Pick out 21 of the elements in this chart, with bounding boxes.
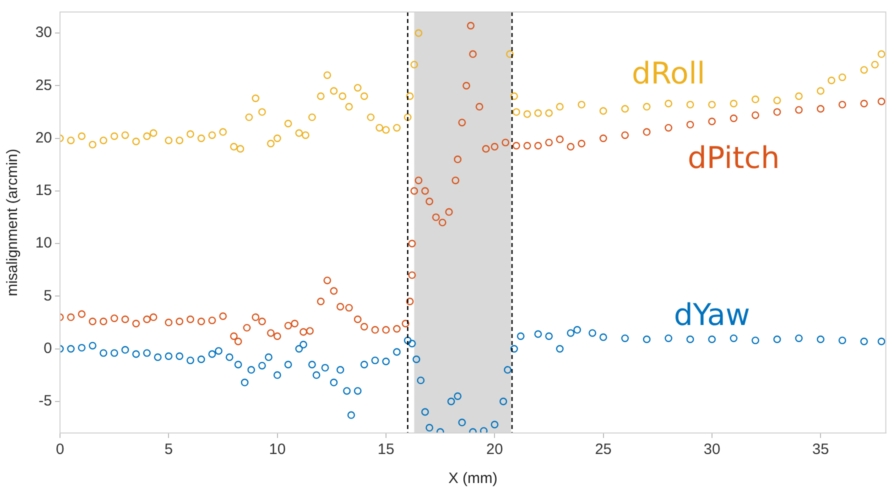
- x-tick-label: 0: [56, 441, 64, 458]
- y-tick-label: 30: [35, 24, 52, 42]
- series-label: dYaw: [674, 298, 750, 334]
- x-tick-label: 25: [594, 441, 612, 458]
- y-axis-title: misalignment (arcmin): [4, 148, 22, 296]
- x-tick-label: 15: [378, 441, 394, 458]
- y-tick-label: -5: [38, 392, 52, 410]
- x-axis-title: X (mm): [448, 470, 498, 488]
- y-tick-label: 15: [35, 182, 52, 200]
- y-tick-label: 20: [35, 129, 52, 146]
- series-label: dRoll: [632, 56, 706, 92]
- y-tick-label: 5: [44, 287, 52, 304]
- x-tick-label: 30: [704, 441, 720, 458]
- x-tick-label: 5: [164, 441, 173, 458]
- y-tick-label: 25: [35, 76, 52, 94]
- x-tick-label: 20: [486, 441, 503, 458]
- x-tick-label: 35: [812, 441, 829, 458]
- y-tick-label: 10: [35, 234, 52, 252]
- x-tick-label: 10: [268, 441, 286, 458]
- y-tick-label: 0: [44, 340, 52, 357]
- series-label: dPitch: [688, 141, 780, 176]
